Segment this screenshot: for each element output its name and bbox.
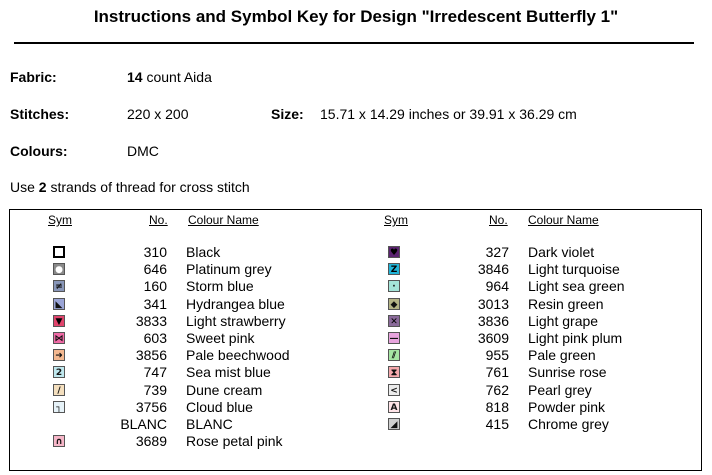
colour-name: BLANC [186,416,233,432]
strands-instruction: Use 2 strands of thread for cross stitch [10,179,250,195]
white-square-icon [53,246,65,258]
colour-name: Sunrise rose [528,364,607,381]
strands-count: 2 [38,179,47,195]
blank-icon [53,418,65,430]
dmc-number: 739 [143,381,167,398]
stitches-label: Stitches: [10,106,70,122]
header-no-left: No. [149,213,168,227]
colour-name: Light turquoise [528,261,620,278]
header-sym-left: Sym [48,213,72,227]
colour-name: Light strawberry [186,312,286,329]
not-equal-icon: ≠ [53,280,65,293]
dmc-number: 3013 [477,295,509,312]
hatch-icon: ⫽ [388,349,400,362]
colour-name: Sweet pink [186,330,255,346]
fabric-label: Fabric: [10,69,57,85]
colour-name: Cloud blue [186,398,253,415]
colour-name: Dark violet [528,244,595,260]
letter-a-icon: A [388,400,400,413]
dot-icon: · [388,280,400,293]
header-colour-name-left: Colour Name [188,213,259,227]
stitches-value: 220 x 200 [127,106,189,122]
fabric-count: 14 [127,69,143,85]
dmc-number: 955 [485,347,509,364]
arrow-right-icon: ➜ [53,349,65,362]
dmc-number: 3756 [135,398,167,415]
corner-triangle-icon: ◢ [388,418,400,430]
colour-name: Black [186,244,221,260]
colour-name: Chrome grey [528,416,609,432]
digit-two-icon: 2 [53,366,65,379]
dmc-number: 3833 [135,312,167,329]
colour-name: Storm blue [186,278,254,295]
title-divider [14,42,694,44]
colour-name: Rose petal pink [186,433,283,450]
down-triangle-icon: ▼ [53,314,65,327]
colour-name: Light grape [528,312,599,329]
strands-suffix: strands of thread for cross stitch [46,179,250,195]
colour-name: Resin green [528,295,604,312]
dmc-number: 3689 [135,433,167,450]
less-than-icon: < [388,383,400,396]
colour-name: Powder pink [528,398,606,415]
page-title: Instructions and Symbol Key for Design "… [93,7,619,26]
colour-name: Light pink plum [528,330,623,346]
colour-name: Dune cream [186,381,263,398]
dmc-number: 3856 [135,347,167,364]
dash-icon: — [388,332,400,344]
circle-icon: ● [53,263,65,276]
dmc-number: 160 [143,278,167,295]
dmc-number: 761 [485,364,509,381]
dmc-number: 327 [485,244,509,260]
colour-name: Platinum grey [186,261,272,278]
colour-name: Light sea green [528,278,625,295]
bowtie-icon: ⋈ [53,332,65,344]
header-no-right: No. [489,213,508,227]
header-colour-name-right: Colour Name [528,213,599,227]
colour-name: Hydrangea blue [186,295,285,312]
hourglass-icon: ⧗ [388,366,400,379]
header-sym-right: Sym [384,213,408,227]
dmc-number: 762 [485,381,509,398]
dmc-number: 747 [143,364,167,381]
fabric-suffix: count Aida [142,69,212,85]
triangle-icon: ◣ [53,297,65,310]
symbol-key-table [9,209,702,471]
dmc-number: 3846 [477,261,509,278]
strands-prefix: Use [10,179,39,195]
dmc-number: 415 [485,416,509,432]
colour-name: Pale beechwood [186,347,290,364]
colour-name: Pearl grey [528,381,592,398]
colours-value: DMC [127,143,159,159]
dmc-number: BLANC [120,416,167,432]
heart-icon: ♥ [388,246,400,258]
size-value: 15.71 x 14.29 inches or 39.91 x 36.29 cm [320,106,577,122]
dmc-number: 818 [485,398,509,415]
dmc-number: 341 [143,295,167,312]
size-label: Size: [271,106,304,122]
dmc-number: 3609 [477,330,509,346]
slash-icon: / [53,383,65,396]
colour-name: Pale green [528,347,596,364]
dmc-number: 603 [143,330,167,346]
colour-name: Sea mist blue [186,364,271,381]
dmc-number: 3836 [477,312,509,329]
corner-icon: ┐ [53,400,65,413]
letter-z-icon: Z [388,263,400,276]
arch-icon: ∩ [53,435,65,448]
dmc-number: 646 [143,261,167,278]
diamond-icon: ◆ [388,297,400,310]
fabric-value: 14 count Aida [127,69,212,85]
dmc-number: 964 [485,278,509,295]
colours-label: Colours: [10,143,68,159]
cross-icon: ✕ [388,314,400,327]
dmc-number: 310 [143,244,167,260]
